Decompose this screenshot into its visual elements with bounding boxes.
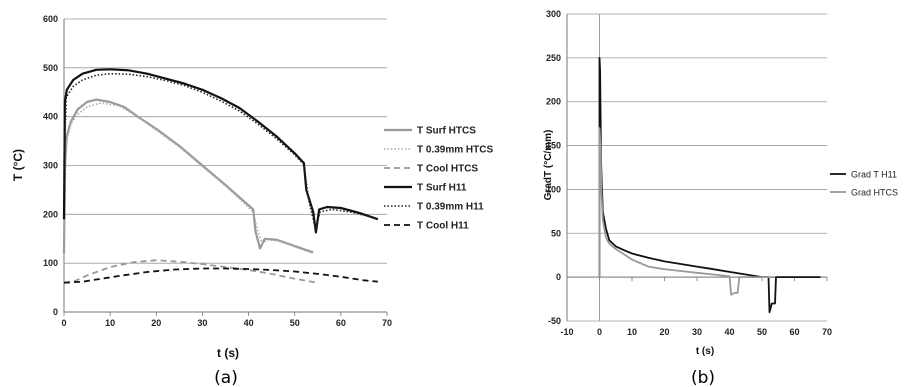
y-tick-label: 200: [43, 209, 58, 219]
x-tick-label: 40: [244, 318, 254, 328]
x-tick-label: 0: [597, 327, 602, 337]
legend-label: Grad T H11: [851, 170, 897, 180]
x-tick-label: 0: [61, 318, 66, 328]
x-tick-label: 40: [724, 327, 734, 337]
legend-label: T 0.39mm H11: [417, 202, 484, 213]
x-tick-label: 50: [290, 318, 300, 328]
y-tick-label: 300: [546, 9, 561, 19]
x-tick-label: 60: [789, 327, 799, 337]
x-tick-label: 20: [151, 318, 161, 328]
series-line-grad-htcs: [598, 127, 775, 296]
legend-label: T Surf HTCS: [417, 126, 476, 137]
y-tick-label: 100: [43, 258, 58, 268]
y-tick-label: 50: [551, 228, 561, 238]
x-axis-title: t (s): [696, 346, 714, 357]
y-tick-label: 300: [43, 161, 58, 171]
legend-label: T Surf H11: [417, 183, 467, 194]
y-tick-label: 0: [556, 272, 561, 282]
x-tick-label: 70: [822, 327, 832, 337]
x-tick-label: 10: [105, 318, 115, 328]
y-tick-label: 250: [546, 53, 561, 63]
panel-caption: (b): [691, 368, 715, 387]
chart-a-temperature: 0 100 200 300 400 500 600 0 10 20 30 40 50 60 70 T Surf…: [11, 14, 493, 387]
x-tick-label: 30: [692, 327, 702, 337]
y-tick-label: 100: [546, 184, 561, 194]
y-tick-label: 500: [43, 63, 58, 73]
y-tick-label: 0: [53, 307, 58, 317]
panel-caption: (a): [214, 368, 238, 387]
y-tick-label: -50: [548, 316, 561, 326]
series-line-t-surf-htcs: [62, 98, 314, 254]
x-tick-label: 60: [336, 318, 346, 328]
series-line-t-surf-h11: [62, 68, 379, 234]
legend-label: T 0.39mm HTCS: [417, 145, 493, 156]
chart-b-gradient: -50 0 50 100 150 200 250 300 -10 0 10 20 30 40 50 60 70 G…: [543, 9, 898, 387]
series-line-t-0-39mm-htcs: [63, 102, 314, 255]
x-tick-label: 70: [382, 318, 392, 328]
x-tick-label: 30: [197, 318, 207, 328]
series-line-t-cool-h11: [63, 267, 378, 284]
y-axis-title: T (°C): [11, 149, 25, 181]
x-axis-title: t (s): [217, 346, 239, 360]
y-tick-label: 600: [43, 14, 58, 24]
x-tick-label: 20: [659, 327, 669, 337]
series-line-t-cool-htcs: [63, 259, 318, 284]
y-axis-title: GradT (°C/mm): [543, 130, 554, 201]
x-tick-label: 10: [627, 327, 637, 337]
x-tick-label: -10: [560, 327, 573, 337]
y-tick-label: 400: [43, 112, 58, 122]
x-tick-label: 50: [757, 327, 767, 337]
legend-label: T Cool HTCS: [417, 164, 478, 175]
y-tick-label: 200: [546, 97, 561, 107]
legend-label: T Cool H11: [417, 221, 469, 232]
y-tick-label: 150: [546, 141, 561, 151]
legend-label: Grad HTCS: [851, 188, 898, 198]
